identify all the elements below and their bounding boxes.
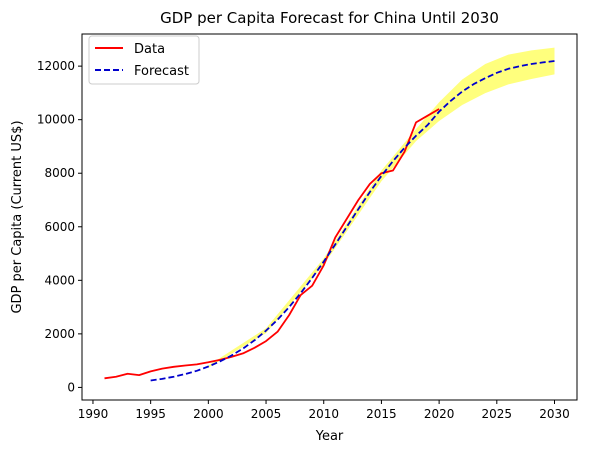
plot-frame bbox=[81, 33, 578, 401]
y-tick-label: 10000 bbox=[37, 113, 75, 127]
x-tick-label: 2030 bbox=[539, 407, 570, 421]
chart-title: GDP per Capita Forecast for China Until … bbox=[160, 9, 499, 27]
y-tick-label: 6000 bbox=[44, 220, 75, 234]
x-tick-label: 2020 bbox=[424, 407, 455, 421]
x-tick-label: 1995 bbox=[135, 407, 166, 421]
legend-label-forecast: Forecast bbox=[134, 64, 189, 79]
y-tick-label: 2000 bbox=[44, 327, 75, 341]
y-tick-label: 0 bbox=[67, 380, 75, 394]
y-tick-label: 12000 bbox=[37, 59, 75, 73]
plot-layer bbox=[104, 47, 555, 382]
y-tick-label: 8000 bbox=[44, 166, 75, 180]
x-tick-label: 2005 bbox=[251, 407, 282, 421]
x-tick-label: 2025 bbox=[482, 407, 513, 421]
x-tick-label: 2000 bbox=[193, 407, 224, 421]
legend: Data Forecast bbox=[88, 35, 200, 85]
x-axis-label: Year bbox=[315, 429, 344, 444]
series-line-forecast bbox=[150, 60, 555, 382]
y-axis-label: GDP per Capita (Current US$) bbox=[10, 120, 25, 313]
x-tick-label: 2015 bbox=[366, 407, 397, 421]
legend-label-data: Data bbox=[134, 42, 165, 57]
x-tick-label: 2010 bbox=[308, 407, 339, 421]
confidence-band bbox=[208, 47, 555, 368]
x-axis: 1990 1995 2000 2005 2010 2015 2020 2025 2030 bbox=[78, 400, 570, 421]
x-tick-label: 1990 bbox=[78, 407, 109, 421]
y-axis: 0 2000 4000 6000 8000 10000 12000 bbox=[37, 59, 82, 394]
series-line-data bbox=[104, 108, 440, 380]
y-tick-label: 4000 bbox=[44, 273, 75, 287]
